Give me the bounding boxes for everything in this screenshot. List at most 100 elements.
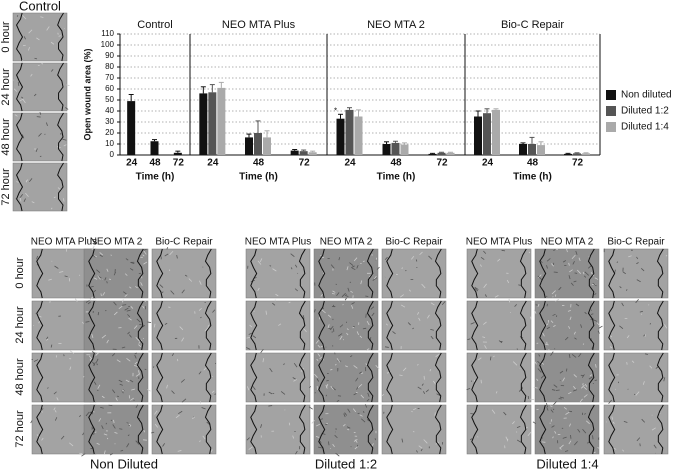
cell: [594, 277, 599, 280]
cell: [339, 335, 343, 340]
cell: [559, 396, 565, 399]
bar: [127, 101, 136, 155]
bar: [428, 153, 437, 155]
cell: [275, 293, 279, 297]
cell: [571, 354, 577, 358]
cell: [53, 196, 56, 199]
cell: [134, 352, 138, 355]
cell: [135, 440, 140, 445]
cell: [103, 433, 108, 436]
cell: [583, 394, 588, 398]
cell: [138, 272, 142, 275]
cell: [93, 381, 97, 385]
cell: [533, 309, 537, 314]
cell: [272, 302, 276, 306]
cell: [153, 323, 156, 328]
micrograph: [466, 404, 532, 455]
cell: [533, 386, 538, 389]
cell: [260, 348, 264, 354]
cell: [546, 265, 548, 269]
cell: [92, 431, 97, 434]
x-tick-label: 48: [253, 158, 265, 169]
cell: [283, 363, 285, 366]
cell: [536, 378, 539, 382]
y-tick-label: 100: [101, 40, 115, 49]
cell: [143, 250, 147, 255]
cell: [265, 310, 267, 315]
cell: [106, 339, 109, 344]
cell: [50, 207, 53, 210]
wound-edge: [519, 248, 527, 299]
cell: [97, 384, 101, 389]
cell: [371, 312, 375, 317]
cell: [290, 253, 295, 257]
wound-edge: [318, 300, 326, 351]
wound-edge: [608, 404, 616, 455]
control-title: Control: [19, 0, 61, 13]
cell: [350, 355, 353, 358]
cell: [584, 311, 587, 315]
cell: [430, 335, 434, 340]
cell: [608, 399, 612, 404]
cell: [346, 332, 349, 336]
wound-edge: [136, 352, 144, 403]
cell: [143, 429, 145, 433]
cell: [550, 405, 553, 408]
cell: [89, 296, 94, 300]
cell: [574, 337, 577, 340]
cell: [349, 262, 354, 266]
cell: [589, 374, 593, 377]
cell: [641, 418, 646, 423]
cell: [135, 286, 138, 289]
cell: [623, 420, 628, 423]
cell: [128, 425, 132, 428]
cell: [631, 360, 635, 364]
cell: [124, 273, 128, 276]
cell: [17, 81, 20, 87]
cell: [179, 326, 184, 331]
cell: [375, 364, 380, 370]
wound-edge: [539, 300, 547, 351]
cell: [351, 265, 355, 269]
cell: [181, 289, 185, 294]
cell: [214, 393, 216, 396]
cell: [622, 449, 625, 452]
micrograph: [381, 248, 447, 299]
wound-edge: [136, 300, 144, 351]
cell: [22, 98, 26, 104]
cell: [81, 453, 86, 457]
cell: [85, 411, 90, 417]
cell: [293, 362, 298, 368]
cell: [412, 327, 414, 330]
cell: [527, 431, 532, 437]
cell: [79, 414, 81, 418]
cell: [21, 96, 24, 99]
cell: [257, 260, 262, 265]
cell: [330, 264, 335, 269]
cell: [359, 371, 362, 374]
cell: [562, 436, 567, 439]
cell: [272, 268, 277, 272]
cell: [176, 254, 178, 259]
cell: [619, 325, 624, 330]
cell: [30, 420, 33, 424]
cell: [126, 358, 131, 362]
cell: [38, 315, 42, 318]
cell: [512, 421, 515, 425]
cell: [87, 301, 91, 305]
cell: [555, 389, 560, 391]
bar: [446, 152, 455, 155]
bar: [173, 152, 182, 155]
cell: [63, 144, 67, 147]
micrograph: [12, 12, 68, 62]
cell: [16, 181, 19, 183]
cell: [248, 332, 253, 335]
cell: [154, 423, 159, 428]
cell: [551, 290, 556, 295]
wound-edge: [136, 248, 144, 299]
cell: [399, 374, 403, 377]
wound-edge: [15, 62, 24, 112]
row-label: 24 hour: [14, 306, 26, 344]
cell: [579, 398, 583, 403]
cell: [106, 437, 109, 440]
